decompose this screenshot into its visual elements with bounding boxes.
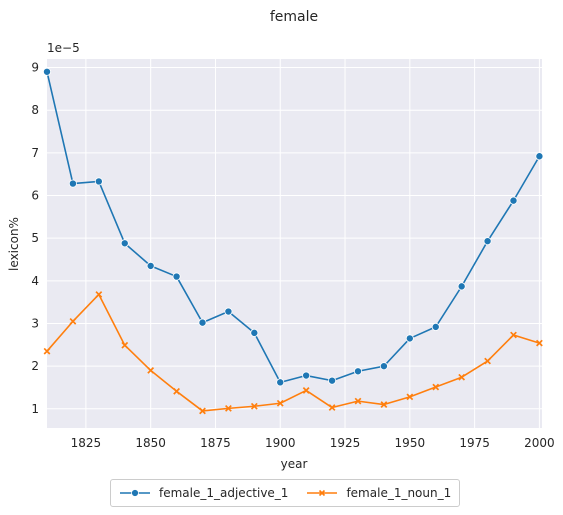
data-point xyxy=(484,357,491,365)
x-tick-label: 2000 xyxy=(524,436,555,450)
data-point xyxy=(120,239,129,248)
data-point xyxy=(94,177,103,186)
data-point xyxy=(353,367,362,376)
x-axis-label: year xyxy=(281,457,308,471)
data-point xyxy=(328,376,337,385)
data-point xyxy=(225,404,232,412)
chart-title: female xyxy=(270,9,318,25)
data-point xyxy=(172,272,181,281)
legend-label-adjective: female_1_adjective_1 xyxy=(159,486,289,500)
data-point xyxy=(69,317,77,325)
data-point xyxy=(250,328,259,337)
data-point xyxy=(224,307,233,316)
x-tick-label: 1925 xyxy=(330,436,361,450)
data-point xyxy=(95,291,103,298)
data-point xyxy=(43,67,52,76)
series-line xyxy=(46,293,540,412)
data-point xyxy=(380,401,388,408)
y-tick-label: 2 xyxy=(31,359,39,373)
circle-marker-icon xyxy=(120,489,150,497)
data-point xyxy=(198,318,207,327)
x-tick-label: 1975 xyxy=(459,436,490,450)
y-tick-label: 6 xyxy=(31,189,39,203)
data-point xyxy=(121,341,129,349)
grid-lines xyxy=(47,59,542,428)
data-point xyxy=(432,383,440,391)
legend-item-noun: female_1_noun_1 xyxy=(306,486,451,500)
y-tick-label: 1 xyxy=(31,402,39,416)
legend: female_1_adjective_1 female_1_noun_1 xyxy=(110,479,461,507)
x-tick-label: 1950 xyxy=(395,436,426,450)
data-point xyxy=(146,261,155,270)
y-tick-label: 4 xyxy=(31,274,39,288)
data-point xyxy=(302,371,311,380)
x-tick-label: 1875 xyxy=(200,436,231,450)
series-line xyxy=(46,71,541,384)
data-point xyxy=(406,393,414,401)
data-point xyxy=(509,196,518,205)
y-tick-label: 3 xyxy=(31,316,39,330)
data-point xyxy=(354,397,362,405)
data-point xyxy=(43,347,51,355)
data-point xyxy=(457,282,466,291)
data-point xyxy=(173,387,180,395)
data-point xyxy=(250,402,258,410)
series-noun xyxy=(43,291,543,415)
series-adjective xyxy=(43,67,544,387)
data-point xyxy=(535,152,544,161)
data-point xyxy=(199,407,206,415)
series-layer xyxy=(43,67,544,415)
data-point xyxy=(510,331,517,339)
data-point xyxy=(483,237,492,246)
data-point xyxy=(276,378,285,387)
data-point xyxy=(68,179,77,188)
y-tick-label: 5 xyxy=(31,231,39,245)
data-point xyxy=(379,362,388,371)
data-point xyxy=(276,399,284,407)
y-tick-label: 9 xyxy=(31,61,39,75)
y-tick-label: 8 xyxy=(31,103,39,117)
data-point xyxy=(431,322,440,331)
data-point xyxy=(302,387,310,394)
data-point xyxy=(458,373,466,381)
x-tick-label: 1825 xyxy=(71,436,102,450)
data-point xyxy=(536,339,543,347)
legend-label-noun: female_1_noun_1 xyxy=(346,486,452,500)
data-point xyxy=(328,404,336,411)
tick-labels: 1825 1850 1875 1900 1925 1950 1975 2000 1 2 3 4 5 6 7 8… xyxy=(31,61,554,450)
y-tick-label: 7 xyxy=(31,146,39,160)
data-point xyxy=(405,334,414,343)
x-tick-label: 1850 xyxy=(135,436,166,450)
data-point xyxy=(147,367,155,374)
y-offset-label: 1e−5 xyxy=(47,41,80,55)
y-axis-label: lexicon% xyxy=(7,217,21,271)
x-marker-icon xyxy=(307,489,338,497)
x-tick-label: 1900 xyxy=(265,436,296,450)
legend-item-adjective: female_1_adjective_1 xyxy=(119,486,288,500)
